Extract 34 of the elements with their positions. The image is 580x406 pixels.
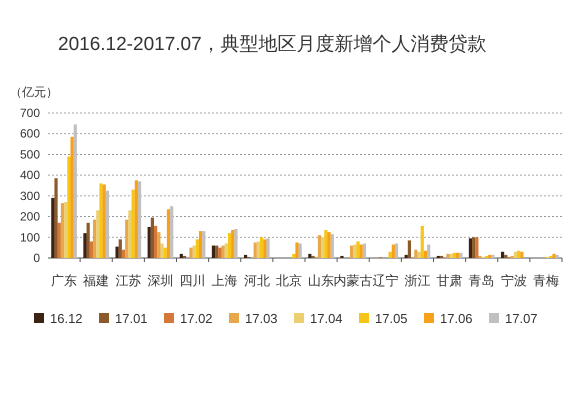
- x-tick-label: 辽宁: [372, 273, 398, 288]
- legend-label: 17.03: [245, 311, 278, 326]
- x-tick-label: 甘肃: [436, 273, 463, 288]
- x-tick-label: 北京: [276, 273, 302, 288]
- legend-label: 16.12: [50, 311, 83, 326]
- x-tick-label: 福建: [83, 273, 110, 288]
- legend-label: 17.04: [310, 311, 343, 326]
- x-tick-label: 内蒙古: [334, 273, 373, 288]
- y-tick-label: 600: [20, 126, 40, 141]
- x-tick-label: 广东: [51, 273, 78, 288]
- legend-label: 17.05: [375, 311, 408, 326]
- x-tick-label: 上海: [212, 273, 238, 288]
- y-tick-label: 400: [20, 168, 40, 182]
- legend-label: 17.06: [440, 311, 473, 326]
- y-tick-label: 0: [33, 251, 40, 265]
- x-tick-label: 浙江: [404, 273, 430, 288]
- x-tick-label: 山东: [308, 273, 334, 288]
- x-tick-label: 江苏: [115, 273, 142, 288]
- x-tick-label: 四川: [180, 273, 206, 288]
- legend-label: 17.02: [180, 311, 213, 326]
- ylabel: （亿元）: [10, 85, 58, 99]
- title: 2016.12-2017.07，典型地区月度新增个人消费贷款: [58, 34, 487, 55]
- legend-label: 17.07: [505, 311, 538, 326]
- x-tick-label: 青岛: [468, 273, 495, 288]
- legend-label: 17.01: [115, 311, 148, 326]
- y-tick-label: 100: [20, 230, 40, 244]
- y-tick-label: 700: [20, 106, 40, 120]
- x-tick-label: 青梅: [532, 273, 559, 288]
- y-tick-label: 300: [20, 188, 40, 203]
- x-tick-label: 深圳: [147, 273, 174, 288]
- x-tick-label: 河北: [244, 273, 270, 288]
- y-tick-label: 500: [20, 147, 40, 162]
- y-tick-label: 200: [20, 210, 40, 224]
- x-tick-label: 宁波: [500, 273, 527, 288]
